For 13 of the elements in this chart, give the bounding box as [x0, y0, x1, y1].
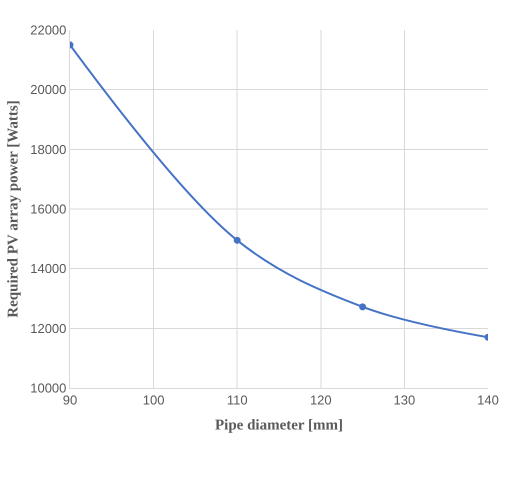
- y-tick-label: 22000: [30, 22, 66, 38]
- x-tick-label: 120: [310, 392, 332, 408]
- y-tick-label: 16000: [30, 202, 66, 217]
- x-axis-title: Pipe diameter [mm]: [214, 418, 344, 434]
- y-tick-label: 12000: [30, 320, 66, 336]
- x-tick-label: 130: [394, 392, 416, 408]
- x-tick-label: 140: [477, 392, 499, 408]
- y-tick-label: 18000: [30, 142, 66, 157]
- x-tick-label: 110: [226, 392, 248, 408]
- y-tick-label: 20000: [30, 82, 66, 98]
- x-tick-label: 100: [142, 392, 164, 408]
- y-axis-title: Required PV array power [Watts]: [5, 100, 22, 318]
- y-tick-label: 14000: [30, 261, 66, 276]
